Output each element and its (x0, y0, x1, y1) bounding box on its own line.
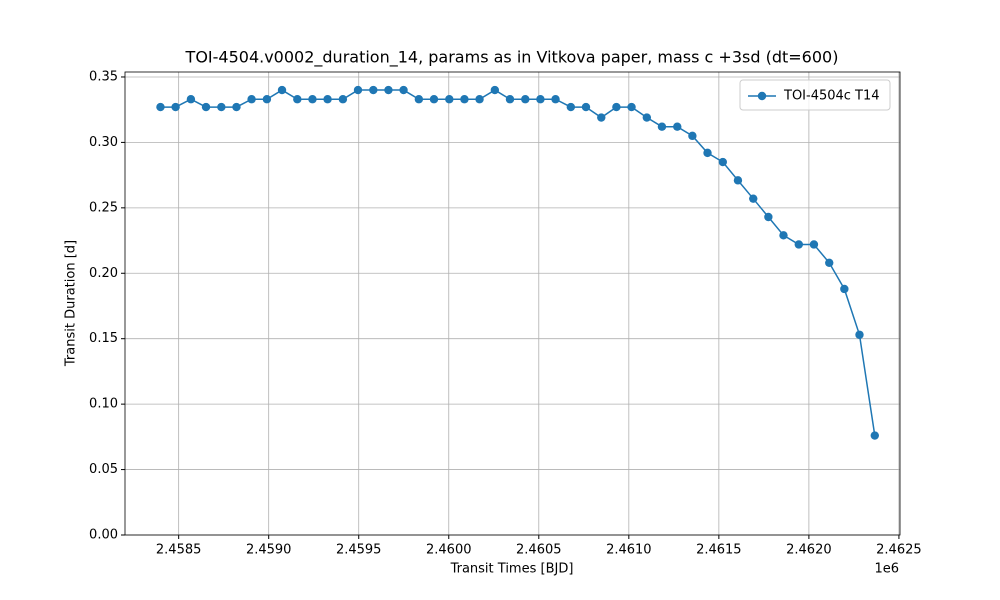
x-tick-label: 2.4585 (156, 543, 202, 558)
data-point (247, 95, 256, 104)
data-point (703, 148, 712, 158)
x-tick-label: 2.4610 (606, 543, 652, 558)
data-point (277, 85, 287, 95)
chart-title: TOI-4504.v0002_duration_14, params as in… (185, 48, 839, 68)
y-tick-label: 0.35 (89, 69, 118, 84)
data-point (809, 240, 819, 249)
data-point (566, 102, 576, 112)
x-tick-label: 2.4605 (516, 543, 562, 558)
data-point (688, 131, 697, 141)
legend-label: TOI-4504c T14 (783, 89, 880, 104)
data-point (353, 85, 363, 95)
data-point (308, 95, 317, 104)
data-point (749, 194, 758, 203)
data-point (551, 95, 560, 104)
data-point (597, 113, 606, 122)
y-tick-label: 0.05 (89, 462, 118, 477)
data-point (642, 113, 652, 122)
data-point (217, 102, 226, 112)
x-tick-label: 2.4625 (876, 543, 922, 558)
data-point (764, 212, 773, 222)
data-point (399, 85, 408, 95)
data-point (825, 258, 834, 268)
data-point (186, 95, 196, 104)
plot-frame (124, 71, 901, 536)
data-point (581, 102, 591, 112)
data-point (536, 95, 545, 104)
data-point (490, 85, 500, 95)
legend-marker (757, 91, 767, 101)
data-point (627, 102, 636, 112)
data-point (521, 95, 530, 104)
x-tick-label: 2.4595 (336, 543, 382, 558)
data-point (718, 157, 728, 167)
y-tick-label: 0.15 (89, 331, 118, 346)
data-point (338, 95, 348, 104)
y-tick-label: 0.30 (89, 135, 118, 150)
data-point (673, 122, 682, 131)
data-point (779, 231, 788, 240)
data-point (505, 95, 515, 104)
data-point (171, 102, 180, 112)
data-point (612, 102, 621, 112)
y-axis-label: Transit Duration [d] (64, 240, 79, 367)
y-tick-label: 0.20 (89, 266, 118, 281)
data-point (369, 85, 378, 95)
x-offset-label: 1e6 (874, 562, 899, 577)
data-point (414, 95, 424, 104)
data-point (429, 95, 439, 104)
x-tick-label: 2.4615 (696, 543, 742, 558)
data-point (323, 95, 332, 104)
x-axis-label: Transit Times [BJD] (450, 562, 574, 577)
data-point (293, 95, 302, 104)
x-tick-label: 2.4590 (246, 543, 292, 558)
data-point (733, 176, 743, 185)
data-point (475, 95, 484, 104)
y-tick-label: 0.00 (89, 528, 118, 543)
data-point (262, 95, 272, 104)
y-tick-label: 0.25 (89, 200, 118, 215)
x-tick-label: 2.4620 (786, 543, 832, 558)
data-point (657, 122, 667, 131)
x-tick-label: 2.4600 (426, 543, 472, 558)
data-point (156, 102, 165, 112)
data-point (201, 102, 211, 112)
data-point (855, 330, 864, 339)
data-point (232, 102, 241, 112)
data-point (870, 431, 879, 440)
data-point (840, 284, 849, 294)
legend-box (739, 79, 891, 111)
data-point (460, 95, 469, 104)
data-point (445, 95, 454, 104)
data-point (794, 240, 804, 249)
data-point (384, 85, 393, 95)
y-tick-label: 0.10 (89, 397, 118, 412)
